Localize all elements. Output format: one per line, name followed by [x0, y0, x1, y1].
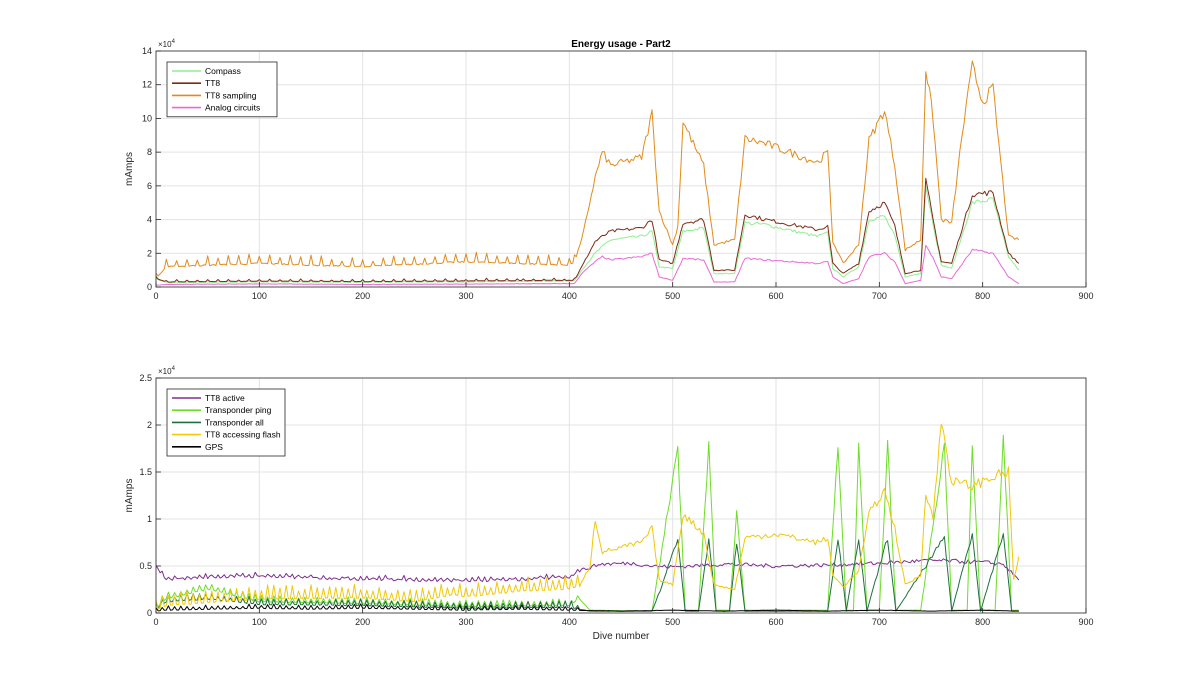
legend-entry-label: Transponder ping: [205, 405, 272, 415]
tt8-active-line: [156, 558, 1020, 583]
legend-entry-label: Compass: [205, 66, 241, 76]
y-tick-label: 2: [147, 248, 152, 258]
x-tick-label: 900: [1078, 617, 1093, 627]
series-group: [156, 60, 1020, 286]
axes-box: [155, 377, 1087, 614]
legend-entry-label: TT8 active: [205, 393, 245, 403]
x-tick-label: 400: [562, 291, 577, 301]
legend-entry-label: TT8: [205, 78, 220, 88]
legend-entry-label: TT8 sampling: [205, 90, 257, 100]
x-tick-label: 800: [975, 291, 990, 301]
y-exponent-base: ×10: [158, 367, 172, 376]
x-tick-label: 500: [665, 617, 680, 627]
y-tick-label: 0: [147, 608, 152, 618]
x-tick-label: 600: [768, 617, 783, 627]
x-tick-label: 300: [458, 617, 473, 627]
y-tick-label: 4: [147, 215, 152, 225]
x-tick-label: 100: [252, 617, 267, 627]
x-tick-label: 100: [252, 291, 267, 301]
y-tick-label: 2.5: [139, 373, 152, 383]
y-tick-label: 2: [147, 420, 152, 430]
x-tick-label: 0: [153, 291, 158, 301]
compass-line: [156, 186, 1020, 284]
y-exponent-power: 4: [172, 366, 176, 372]
x-tick-label: 200: [355, 617, 370, 627]
y-axis-label: mAmps: [124, 152, 135, 186]
legend-entry-label: Analog circuits: [205, 103, 260, 113]
x-tick-label: 700: [872, 617, 887, 627]
tt8-sampling-line: [156, 60, 1020, 277]
series-group: [156, 423, 1020, 612]
y-axis-label: mAmps: [124, 479, 135, 513]
y-tick-label: 1.5: [139, 467, 152, 477]
plot-area: [156, 378, 1086, 613]
x-tick-label: 200: [355, 291, 370, 301]
legend-entry-label: GPS: [205, 442, 223, 452]
y-exponent-power: 4: [172, 39, 176, 45]
legend-entry-label: Transponder all: [205, 417, 264, 427]
y-tick-label: 14: [142, 46, 152, 56]
y-tick-label: 6: [147, 181, 152, 191]
x-tick-label: 0: [153, 617, 158, 627]
x-tick-label: 700: [872, 291, 887, 301]
bottom-axes: 0 100 200 300 400 500 600 700 800 900 0 0.5 1 1.5 2 2.5…: [124, 366, 1094, 642]
x-tick-label: 800: [975, 617, 990, 627]
plot-area: [156, 51, 1086, 287]
legend-entry-label: TT8 accessing flash: [205, 430, 281, 440]
tt8-line: [156, 177, 1020, 283]
x-tick-label: 300: [458, 291, 473, 301]
x-axis-label: Dive number: [593, 631, 650, 642]
y-tick-label: 12: [142, 80, 152, 90]
y-tick-label: 1: [147, 514, 152, 524]
y-exponent-label: ×104: [158, 366, 176, 376]
x-tick-label: 500: [665, 291, 680, 301]
x-tick-label: 900: [1078, 291, 1093, 301]
analog-circuits-line: [156, 244, 1020, 286]
x-tick-label: 400: [562, 617, 577, 627]
top-axes: 0 100 200 300 400 500 600 700 800 900 0 2 4 6 8 10 12 14 ×…: [124, 39, 1094, 301]
y-tick-label: 8: [147, 147, 152, 157]
y-exponent-label: ×104: [158, 39, 176, 49]
y-tick-label: 0.5: [139, 561, 152, 571]
x-tick-label: 600: [768, 291, 783, 301]
tt8-accessing-flash-line: [156, 423, 1020, 610]
y-tick-label: 0: [147, 282, 152, 292]
y-tick-label: 10: [142, 113, 152, 123]
gps-line: [156, 603, 1019, 612]
chart-title: Energy usage - Part2: [571, 39, 671, 50]
axes-box: [155, 50, 1087, 288]
y-exponent-base: ×10: [158, 40, 172, 49]
